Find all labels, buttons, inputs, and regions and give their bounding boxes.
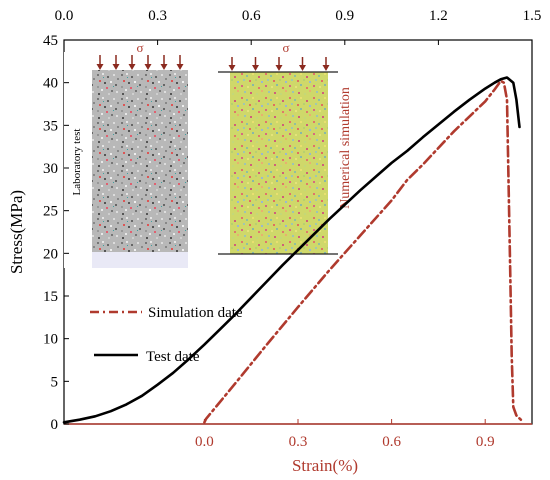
sim-arrow-head-1: [252, 65, 259, 71]
sim-arrow-head-0: [228, 65, 236, 71]
x-bottom-tick-label-1: 0.3: [289, 434, 308, 450]
lab-arrow-head-5: [176, 64, 184, 70]
sim-load-arrows: [228, 57, 330, 71]
sim-specimen-label: Numerical simulation: [338, 87, 353, 209]
lab-arrow-head-2: [128, 64, 136, 70]
y-tick-label-9: 45: [43, 33, 58, 49]
lab-sigma-label: σ: [136, 40, 143, 55]
inset-image: σ Laboratory test σ Numerical simulation: [64, 40, 353, 268]
y-tick-label-0: 0: [51, 417, 59, 433]
y-tick-label-6: 30: [43, 161, 58, 177]
y-tick-label-2: 10: [43, 332, 58, 348]
y-tick-label-7: 35: [43, 118, 58, 134]
legend-label-simulation: Simulation date: [148, 305, 243, 321]
series-line-test-date: [62, 76, 521, 424]
x-bottom-tick-label-0: 0.0: [195, 434, 214, 450]
legend: Simulation date Test date: [90, 305, 243, 365]
series-line-simulation-date: [203, 79, 524, 424]
y-axis-title: Stress(MPa): [7, 190, 26, 274]
axis-ticks: 0 5 10 15 20 25 30 35 40 45 0.0 0.3 0.6 0.9 1.2 1.5 0.0 0…: [43, 8, 541, 450]
x-top-tick-label-5: 1.5: [523, 8, 542, 24]
lab-load-arrows: [96, 55, 184, 70]
sim-arrow-head-4: [322, 65, 330, 71]
y-tick-label-4: 20: [43, 246, 58, 262]
lab-arrow-head-1: [112, 64, 120, 70]
x-top-tick-label-1: 0.3: [148, 8, 167, 24]
sim-arrow-head-2: [275, 65, 283, 71]
x-bottom-tick-label-2: 0.6: [382, 434, 401, 450]
lab-arrow-head-0: [96, 64, 104, 70]
x-bottom-tick-label-3: 0.9: [476, 434, 495, 450]
x-axis-title: Strain(%): [292, 456, 358, 475]
sim-specimen: [230, 72, 328, 254]
y-tick-label-5: 25: [43, 204, 58, 220]
lab-specimen-base: [92, 252, 188, 268]
lab-specimen-label: Laboratory test: [71, 129, 83, 196]
series-layer: [62, 76, 524, 424]
lab-specimen: [92, 70, 188, 252]
lab-arrow-head-4: [160, 64, 168, 70]
x-top-tick-label-3: 0.9: [335, 8, 354, 24]
legend-label-test: Test date: [146, 349, 200, 365]
x-top-tick-label-2: 0.6: [242, 8, 261, 24]
x-top-tick-label-4: 1.2: [429, 8, 448, 24]
lab-arrow-head-3: [144, 64, 152, 70]
y-tick-label-8: 40: [43, 76, 58, 92]
sim-sigma-label: σ: [282, 40, 289, 55]
sim-arrow-head-3: [299, 65, 306, 71]
x-top-tick-label-0: 0.0: [55, 8, 74, 24]
y-tick-label-1: 5: [51, 374, 59, 390]
y-tick-label-3: 15: [43, 289, 58, 305]
